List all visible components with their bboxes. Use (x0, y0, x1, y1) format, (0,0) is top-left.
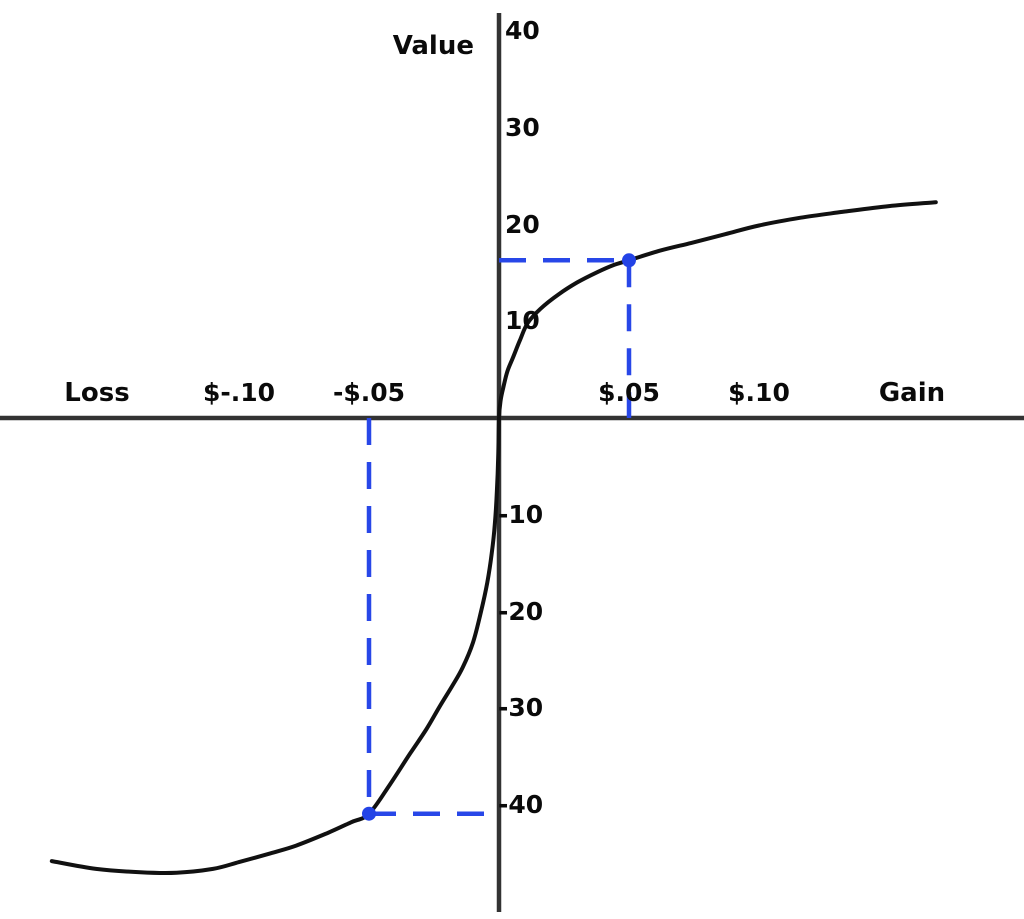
y-tick-label: 40 (505, 16, 540, 45)
x-axis-label-loss: Loss (64, 378, 130, 408)
x-tick-label: -$.05 (332, 378, 406, 407)
y-axis-title: Value (392, 31, 474, 61)
value-curve (49, 200, 938, 875)
y-tick-label: 30 (505, 112, 540, 142)
x-tick-label: $.10 (728, 378, 790, 407)
y-tick-label: 10 (505, 306, 540, 336)
highlight-point (622, 253, 636, 268)
y-tick-label: -40 (498, 790, 544, 819)
y-tick-label: -10 (498, 499, 544, 529)
y-tick-label: 20 (505, 209, 540, 239)
x-tick-label: $-.10 (202, 378, 276, 407)
y-tick-label: -30 (498, 693, 544, 723)
x-tick-label: $.05 (598, 378, 660, 407)
x-axis-label-gain: Gain (878, 378, 946, 408)
y-tick-label: -20 (498, 596, 544, 626)
highlight-point (362, 806, 376, 821)
